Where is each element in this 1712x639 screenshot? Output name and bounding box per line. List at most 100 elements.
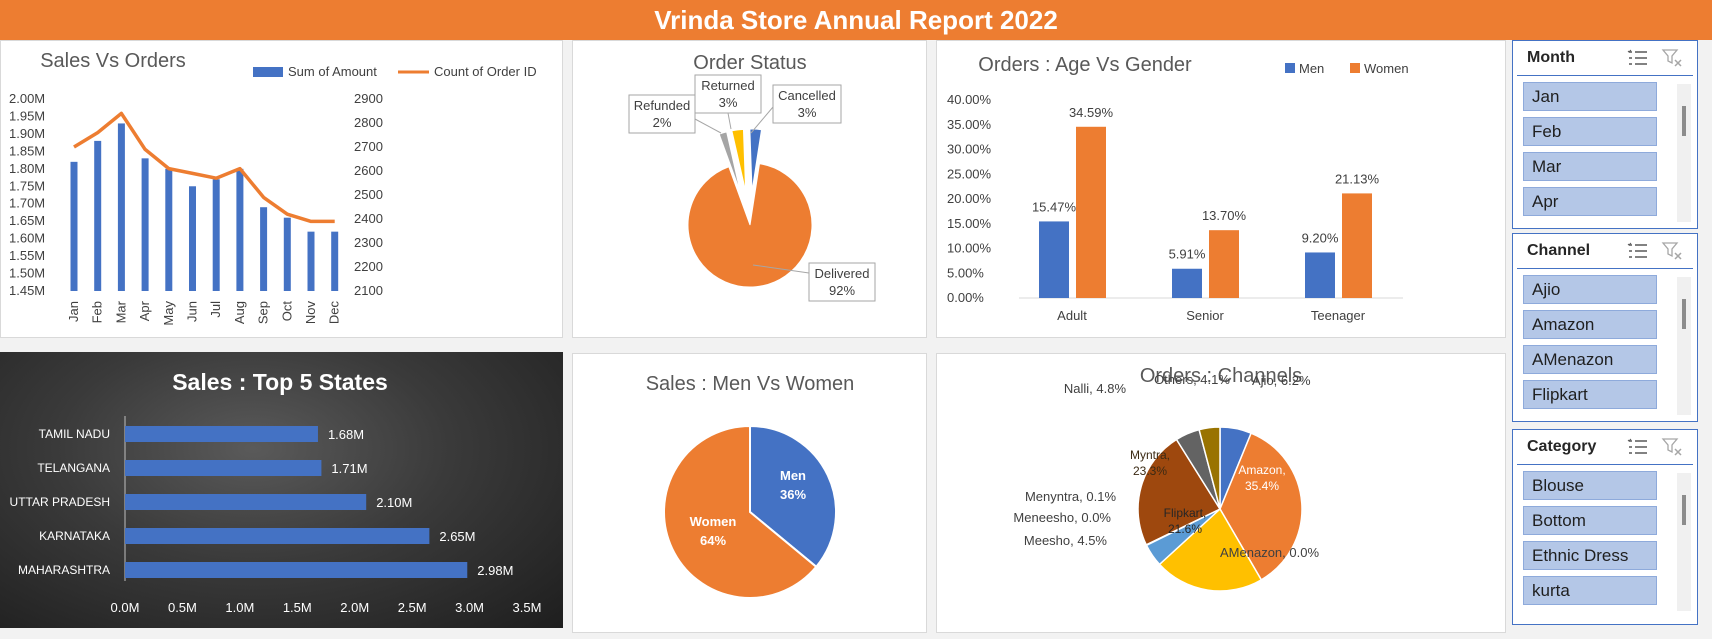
slice-value-men: 36% (780, 487, 806, 502)
x-tick-label: 2.5M (398, 600, 427, 615)
x-tick-label: Aug (232, 301, 247, 324)
clear-filter-icon[interactable] (1661, 241, 1683, 261)
clear-filter-icon[interactable] (1661, 437, 1683, 457)
multi-select-icon[interactable] (1627, 48, 1649, 68)
bar-state (125, 426, 318, 442)
slice-label-amazon: Amazon, (1238, 463, 1285, 477)
slice-label-ajio: Ajio, 6.2% (1252, 373, 1311, 388)
channels-panel[interactable]: Orders : Channels Ajio, 6.2% Amazon, 35.4% A… (936, 353, 1506, 633)
y-left-tick-label: 1.55M (9, 248, 45, 263)
bar-amount (283, 217, 291, 291)
legend-label-orders: Count of Order ID (434, 64, 537, 79)
slice-label-others: Others, 4.1% (1154, 372, 1230, 387)
month-slicer-scrollbar[interactable] (1677, 84, 1691, 222)
y-left-tick-label: 2.00M (9, 91, 45, 106)
bar-amount (236, 168, 244, 291)
slicer-item-ethnic-dress[interactable]: Ethnic Dress (1523, 541, 1657, 570)
y-tick-label: 40.00% (947, 92, 992, 107)
channel-slicer-scrollbar[interactable] (1677, 277, 1691, 415)
data-label: 1.71M (331, 461, 367, 476)
callout-label: Refunded (634, 98, 690, 113)
bar-women (1342, 193, 1372, 298)
clear-filter-icon[interactable] (1661, 48, 1683, 68)
month-slicer[interactable]: Month Jan Feb Mar Apr (1512, 40, 1698, 229)
bar-amount (189, 186, 196, 291)
slice-cancelled (749, 128, 763, 192)
data-label: 9.20% (1302, 230, 1339, 245)
top-states-panel[interactable]: Sales : Top 5 States TAMIL NADU 1.68M TELAN… (0, 352, 563, 628)
slice-label-flipkart: Flipkart, (1164, 506, 1207, 520)
chart-title: Sales : Men Vs Women (646, 373, 855, 395)
multi-select-icon[interactable] (1627, 437, 1649, 457)
callout-line (727, 112, 732, 130)
callout-value: 2% (653, 115, 672, 130)
slicer-item-blouse[interactable]: Blouse (1523, 471, 1657, 500)
y-left-tick-label: 1.90M (9, 126, 45, 141)
x-tick-label: Adult (1057, 308, 1087, 323)
bar-amount (212, 179, 220, 291)
slicer-item-kurta[interactable]: kurta (1523, 576, 1657, 605)
category-slicer[interactable]: Category Blouse Bottom Ethnic Dress kurt… (1512, 429, 1698, 625)
legend-label-women: Women (1364, 61, 1409, 76)
slice-label-myntra: Myntra, (1130, 448, 1170, 462)
bar-amount (331, 231, 339, 291)
slicer-item-jan[interactable]: Jan (1523, 82, 1657, 111)
slicer-item-bottom[interactable]: Bottom (1523, 506, 1657, 535)
chart-title: Sales Vs Orders (40, 50, 186, 72)
bar-women (1209, 230, 1239, 298)
slicer-item-amenazon[interactable]: AMenazon (1523, 345, 1657, 374)
data-label: 1.68M (328, 427, 364, 442)
age-vs-gender-panel[interactable]: Orders : Age Vs Gender Men Women 40.00% 35.0… (936, 40, 1506, 338)
y-right-tick-label: 2100 (354, 283, 383, 298)
callout-value: 3% (719, 95, 738, 110)
slice-label-meesho: Meesho, 4.5% (1024, 533, 1108, 548)
x-tick-label: Mar (113, 300, 128, 323)
slice-others (1198, 426, 1221, 510)
order-status-panel[interactable]: Order Status Refunded 2% Returned 3% Cancelle… (572, 40, 927, 338)
slice-value-myntra: 23.3% (1133, 464, 1167, 478)
slicer-item-mar[interactable]: Mar (1523, 152, 1657, 181)
y-left-tick-label: 1.50M (9, 266, 45, 281)
bar-men (1039, 221, 1069, 298)
channel-slicer-title: Channel (1527, 242, 1591, 259)
slicer-item-flipkart[interactable]: Flipkart (1523, 380, 1657, 409)
chart-title: Orders : Channels (1140, 365, 1302, 387)
legend-swatch-women (1350, 63, 1360, 73)
multi-select-icon[interactable] (1627, 241, 1649, 261)
bar-amount (117, 123, 125, 291)
y-tick-label: 25.00% (947, 166, 992, 181)
slice-value-flipkart: 21.6% (1168, 522, 1202, 536)
slicer-item-ajio[interactable]: Ajio (1523, 275, 1657, 304)
slice-value-amazon: 35.4% (1245, 479, 1279, 493)
x-tick-label: Dec (327, 301, 342, 325)
y-left-tick-label: 1.45M (9, 283, 45, 298)
y-right-tick-label: 2400 (354, 211, 383, 226)
x-tick-label: 1.0M (225, 600, 254, 615)
y-left-tick-label: 1.80M (9, 161, 45, 176)
y-left-tick-label: 1.75M (9, 178, 45, 193)
x-tick-label: May (161, 301, 176, 326)
bar-amount (141, 158, 149, 291)
bar-state (125, 460, 322, 476)
y-right-tick-label: 2300 (354, 235, 383, 250)
legend-label-amount: Sum of Amount (288, 64, 377, 79)
callout-label: Cancelled (778, 88, 836, 103)
bar-amount (260, 207, 268, 291)
slice-men (749, 424, 837, 569)
bar-men (1172, 268, 1202, 298)
age-vs-gender-chart: Orders : Age Vs Gender Men Women 40.00% 35.0… (947, 54, 1409, 323)
slicer-item-apr[interactable]: Apr (1523, 187, 1657, 216)
x-tick-label: Jul (208, 301, 223, 318)
sales-vs-orders-panel[interactable]: Sales Vs Orders Sum of Amount Count of Ord… (0, 40, 563, 338)
channel-slicer[interactable]: Channel Ajio Amazon AMenazon Flipkart (1512, 233, 1698, 422)
slice-label-women: Women (690, 514, 737, 529)
chart-title: Sales : Top 5 States (172, 369, 388, 395)
slicer-item-amazon[interactable]: Amazon (1523, 310, 1657, 339)
men-vs-women-panel[interactable]: Sales : Men Vs Women Men 36% Women 64% (572, 353, 927, 633)
slicer-item-feb[interactable]: Feb (1523, 117, 1657, 146)
slice-value-women: 64% (700, 533, 726, 548)
category-slicer-scrollbar[interactable] (1677, 473, 1691, 611)
slice-women (663, 424, 818, 599)
slice-myntra (1137, 438, 1222, 546)
men-vs-women-chart: Sales : Men Vs Women Men 36% Women 64% (646, 373, 855, 599)
